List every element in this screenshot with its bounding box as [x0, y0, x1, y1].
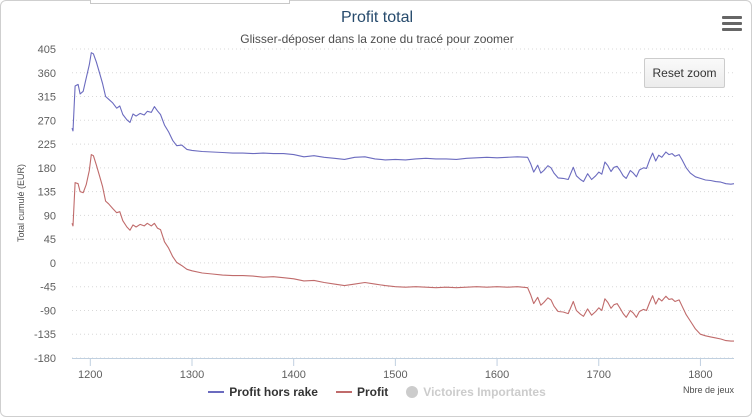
series-group[interactable]: [71, 52, 735, 342]
x-tick-label: 1300: [180, 369, 204, 381]
y-tick-label: -45: [40, 282, 56, 294]
x-tick-label: 1600: [485, 369, 509, 381]
legend-dot-icon: [406, 386, 419, 398]
legend-item-victoires-importantes[interactable]: Victoires Importantes: [406, 384, 546, 400]
x-tick-label: 1400: [281, 369, 305, 381]
hamburger-menu-icon[interactable]: [722, 16, 742, 34]
chart-title: Profit total: [340, 9, 414, 26]
y-tick-label: 45: [44, 234, 56, 246]
y-axis-title: Total cumulé (EUR): [16, 164, 26, 242]
legend: Profit hors rake Profit Victoires Import…: [0, 384, 754, 400]
chart-subtitle: Glisser-déposer dans la zone du tracé po…: [240, 32, 514, 46]
x-tick-label: 1500: [383, 369, 407, 381]
legend-label: Victoires Importantes: [423, 385, 546, 399]
reset-zoom-button[interactable]: Reset zoom: [644, 58, 725, 88]
y-tick-label: 135: [38, 187, 56, 199]
grid-lines: [72, 48, 734, 359]
legend-label: Profit hors rake: [229, 385, 318, 399]
x-tick-label: 1200: [78, 369, 102, 381]
y-tick-label: -90: [40, 305, 56, 317]
legend-label: Profit: [356, 385, 389, 399]
y-tick-label: 405: [38, 44, 56, 56]
series-line-1[interactable]: [71, 154, 734, 342]
y-tick-label: -135: [34, 329, 56, 341]
legend-item-profit-hors-rake[interactable]: Profit hors rake: [208, 384, 318, 400]
y-tick-label: 315: [38, 92, 56, 104]
legend-item-profit[interactable]: Profit: [335, 384, 389, 400]
legend-line-icon: [208, 391, 225, 393]
series-line-0[interactable]: [71, 52, 735, 185]
y-tick-label: 90: [44, 210, 56, 222]
y-tick-label: 180: [38, 163, 56, 175]
x-tick-label: 1800: [688, 369, 712, 381]
x-axis-title: Nbre de jeux: [683, 385, 735, 395]
x-tick-label: 1700: [587, 369, 611, 381]
y-tick-label: 360: [38, 68, 56, 80]
top-input-field[interactable]: [90, 0, 290, 4]
y-axis-ticks: 405 360 315 270 225 180 135 90 45 0 -45 -90 -135 -180: [34, 44, 56, 365]
y-tick-label: -180: [34, 353, 56, 365]
x-axis-ticks: 1200 1300 1400 1500 1600 1700 1800: [72, 358, 734, 381]
y-tick-label: 270: [38, 115, 56, 127]
legend-line-icon: [335, 391, 352, 393]
y-tick-label: 0: [50, 258, 56, 270]
y-tick-label: 225: [38, 139, 56, 151]
